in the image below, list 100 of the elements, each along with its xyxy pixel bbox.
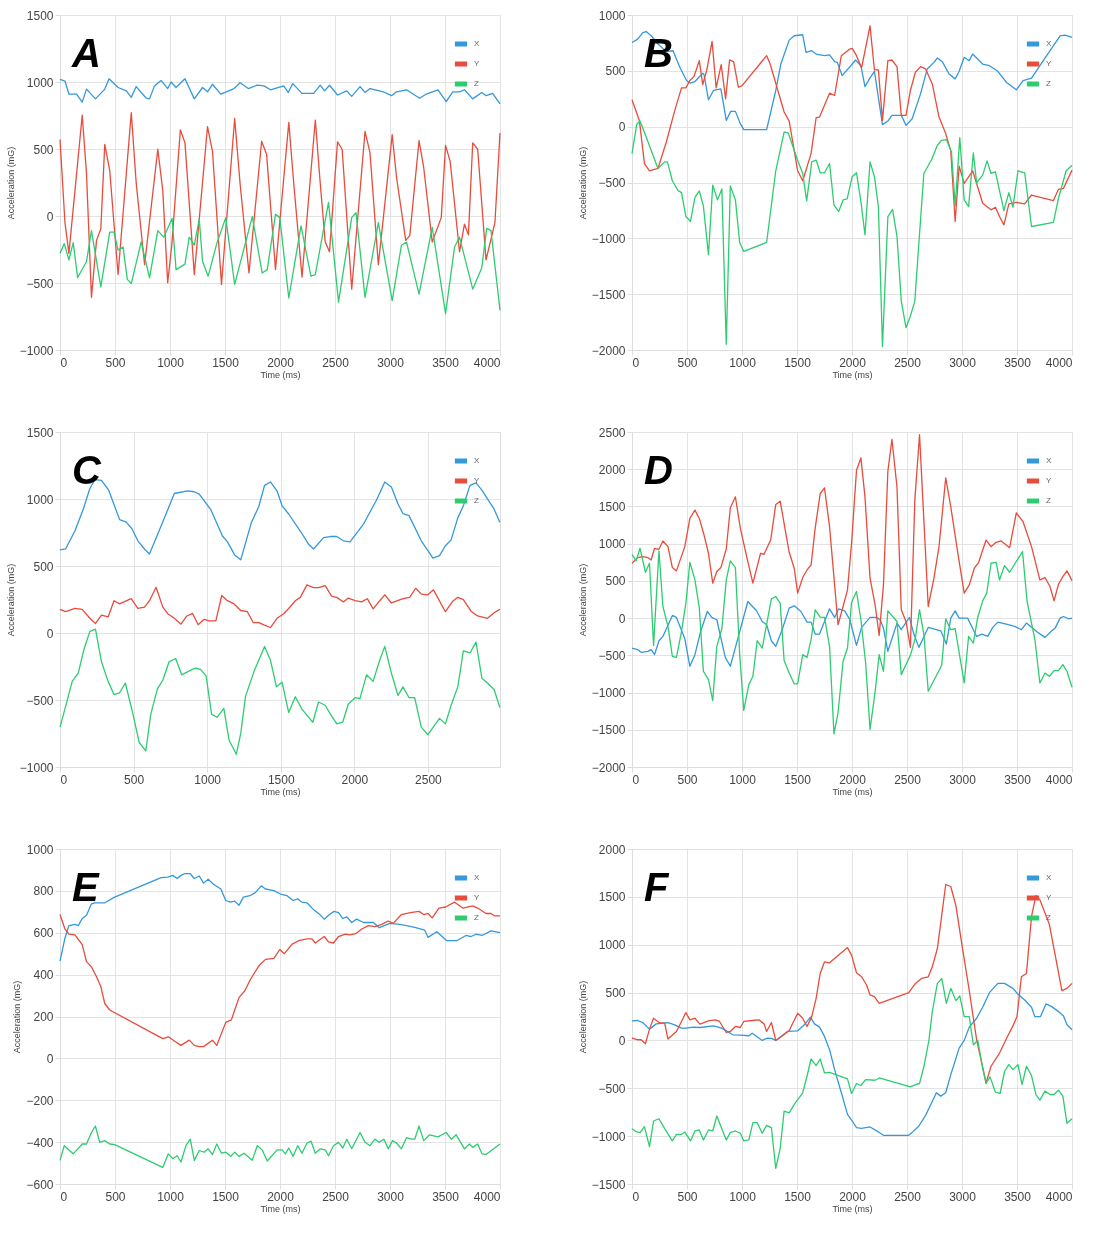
- y-tick-label: 0: [46, 209, 54, 224]
- x-tick-label: 2500: [415, 772, 443, 787]
- x-tick-label: 4000: [473, 355, 501, 370]
- legend-label: Y: [1046, 59, 1052, 68]
- x-tick-label: 4000: [1045, 772, 1073, 787]
- legend-label: Z: [1046, 913, 1051, 922]
- line-series: [59, 584, 501, 629]
- x-tick-label: 1000: [194, 772, 222, 787]
- chart-title: C: [72, 448, 102, 492]
- y-tick-label: 0: [618, 1033, 626, 1048]
- y-axis-title: Acceleration (mG): [577, 980, 588, 1054]
- y-tick-label: −1000: [591, 1129, 626, 1144]
- x-axis-title: Time (ms): [832, 1203, 873, 1214]
- legend-label: Y: [474, 476, 480, 485]
- legend-label: Z: [474, 913, 479, 922]
- x-axis-title: Time (ms): [260, 786, 301, 797]
- y-tick-label: 400: [33, 968, 54, 983]
- y-tick-label: 1000: [26, 842, 54, 857]
- y-axis-title: Acceleration (mG): [577, 146, 588, 220]
- legend-label: X: [474, 456, 480, 465]
- y-tick-label: 2000: [598, 842, 626, 857]
- y-tick-label: −1000: [591, 231, 626, 246]
- y-tick-label: −500: [598, 176, 626, 190]
- y-tick-label: 500: [605, 986, 626, 1001]
- x-tick-label: 1500: [784, 772, 812, 787]
- legend-label: Z: [1046, 496, 1051, 505]
- y-tick-label: −500: [598, 1081, 626, 1096]
- x-tick-label: 2000: [839, 1189, 867, 1204]
- y-tick-label: 500: [33, 142, 54, 157]
- y-tick-label: −1500: [591, 287, 626, 302]
- x-tick-label: 1000: [157, 1189, 185, 1204]
- line-series: [631, 982, 1073, 1136]
- y-tick-label: 500: [605, 574, 626, 589]
- y-tick-label: −500: [26, 276, 54, 291]
- x-tick-label: 4000: [1045, 1189, 1073, 1204]
- x-tick-label: 2500: [894, 772, 922, 787]
- x-tick-label: 1500: [784, 1189, 812, 1204]
- x-tick-label: 3000: [377, 355, 405, 370]
- legend-label: Y: [474, 893, 480, 902]
- x-tick-label: 1000: [157, 355, 185, 370]
- y-axis-title: Acceleration (mG): [12, 980, 23, 1054]
- x-tick-label: 0: [60, 772, 68, 787]
- y-tick-label: 0: [618, 120, 626, 135]
- x-tick-label: 3500: [1004, 772, 1032, 787]
- x-tick-label: 3500: [1004, 355, 1032, 370]
- y-tick-label: 800: [33, 884, 54, 899]
- x-tick-label: 1500: [267, 772, 295, 787]
- x-tick-label: 3000: [949, 355, 977, 370]
- x-tick-label: 0: [632, 355, 640, 370]
- x-tick-label: 4000: [1045, 355, 1073, 370]
- y-tick-label: −200: [26, 1093, 54, 1108]
- x-tick-label: 0: [632, 1189, 640, 1204]
- legend-label: X: [1046, 456, 1052, 465]
- x-tick-label: 2000: [839, 772, 867, 787]
- legend-label: X: [1046, 39, 1052, 48]
- y-tick-label: 600: [33, 926, 54, 941]
- legend-label: Y: [474, 59, 480, 68]
- line-series: [631, 600, 1073, 667]
- y-tick-label: −1500: [591, 723, 626, 738]
- legend-label: Y: [1046, 476, 1052, 485]
- x-tick-label: 0: [60, 355, 68, 370]
- x-tick-label: 3500: [1004, 1189, 1032, 1204]
- legend-label: Z: [474, 79, 479, 88]
- x-tick-label: 1500: [784, 355, 812, 370]
- x-tick-label: 2000: [267, 355, 295, 370]
- y-tick-label: −1500: [591, 1177, 626, 1192]
- chart-title: B: [644, 31, 673, 75]
- legend-label: X: [1046, 873, 1052, 882]
- legend-label: Z: [1046, 79, 1051, 88]
- x-tick-label: 500: [677, 355, 698, 370]
- y-tick-label: 200: [33, 1010, 54, 1024]
- y-tick-label: −2000: [591, 343, 626, 358]
- y-tick-label: −400: [26, 1135, 54, 1150]
- line-series: [59, 201, 501, 315]
- x-tick-label: 3000: [949, 772, 977, 787]
- y-tick-label: −1000: [19, 760, 54, 775]
- x-tick-label: 500: [677, 1189, 698, 1204]
- x-axis-title: Time (ms): [832, 369, 873, 380]
- x-tick-label: 3500: [432, 1189, 460, 1204]
- y-tick-label: 1000: [598, 8, 626, 23]
- x-tick-label: 0: [60, 1189, 68, 1204]
- x-tick-label: 3500: [432, 355, 460, 370]
- chart-title: E: [72, 865, 100, 909]
- x-axis-title: Time (ms): [260, 1203, 301, 1214]
- chart-title: D: [644, 448, 673, 492]
- y-tick-label: 2000: [598, 462, 626, 477]
- y-tick-label: 0: [618, 611, 626, 626]
- x-axis-title: Time (ms): [832, 786, 873, 797]
- y-tick-label: 0: [46, 1051, 54, 1066]
- y-tick-label: 1000: [598, 938, 626, 953]
- y-tick-label: 500: [605, 64, 626, 79]
- legend-label: X: [474, 873, 480, 882]
- line-series: [631, 977, 1073, 1170]
- x-tick-label: 2500: [322, 1189, 350, 1204]
- x-tick-label: 4000: [473, 1189, 501, 1204]
- x-tick-label: 3000: [377, 1189, 405, 1204]
- legend-label: Y: [1046, 893, 1052, 902]
- y-axis-title: Acceleration (mG): [5, 563, 16, 637]
- line-series: [631, 25, 1073, 226]
- line-series: [631, 30, 1073, 131]
